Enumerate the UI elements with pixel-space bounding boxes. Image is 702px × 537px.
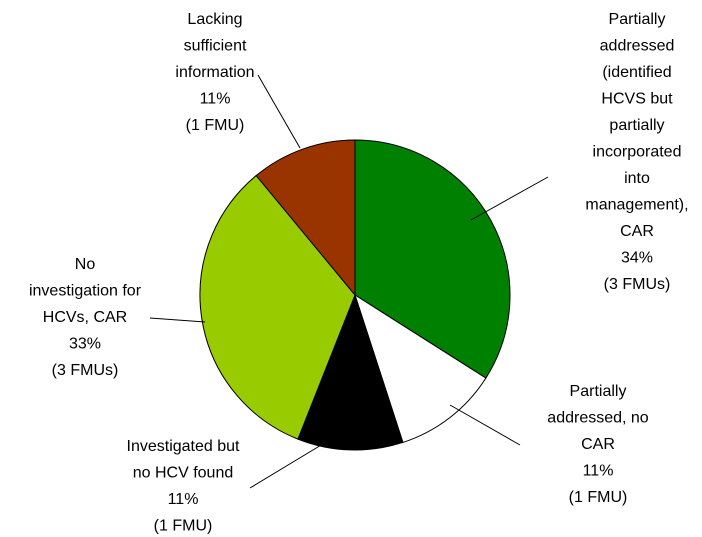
slice-detail: (3 FMUs): [52, 362, 119, 379]
pie-slice: [297, 293, 404, 451]
leader-line: [149, 317, 206, 323]
label-line: incorporated: [593, 144, 682, 161]
slice-detail: (3 FMUs): [604, 276, 671, 293]
label-line: addressed: [600, 38, 675, 55]
slice-label: Investigated but no HCV found: [127, 438, 241, 482]
slice-label: Partially addressed (identified HCVS but par…: [585, 11, 688, 240]
label-line: addressed, no: [547, 410, 649, 427]
slice-label: No investigation for HCVs, CAR: [29, 256, 142, 326]
leader-line: [449, 404, 521, 446]
label-line: Lacking: [187, 11, 242, 28]
label-line: Investigated but: [127, 438, 241, 455]
label-line: Partially: [570, 383, 627, 400]
label-line: Partially: [609, 11, 666, 28]
label-line: HCVs, CAR: [43, 309, 127, 326]
label-line: investigation for: [29, 283, 142, 300]
leader-line: [257, 74, 301, 149]
label-line: sufficient: [184, 38, 247, 55]
slice-percent: 33%: [69, 336, 101, 353]
slice-detail: (1 FMU): [569, 489, 628, 506]
label-line: into: [624, 170, 650, 187]
label-line: information: [175, 64, 254, 81]
slice-percent: 11%: [583, 463, 614, 480]
slice-detail: (1 FMU): [186, 117, 245, 134]
leader-line: [470, 176, 549, 221]
label-line: CAR: [620, 223, 654, 240]
slice-percent: 34%: [621, 250, 653, 267]
pie-slice: [199, 174, 356, 440]
slice-percent: 11%: [200, 91, 231, 108]
label-line: partially: [609, 117, 664, 134]
slice-label: Partially addressed, no CAR: [547, 383, 649, 453]
label-line: No: [75, 256, 96, 273]
slice-label: Lacking sufficient information: [175, 11, 254, 81]
leader-line: [249, 423, 357, 489]
label-line: CAR: [581, 436, 615, 453]
label-line: (identified: [602, 64, 671, 81]
pie-slice: [255, 139, 356, 297]
pie-slice: [354, 139, 511, 379]
label-line: management),: [585, 197, 688, 214]
label-line: HCVS but: [601, 91, 673, 108]
slice-percent: 11%: [168, 491, 199, 508]
pie-slice: [354, 293, 487, 444]
slice-detail: (1 FMU): [154, 518, 213, 535]
label-line: no HCV found: [133, 465, 234, 482]
